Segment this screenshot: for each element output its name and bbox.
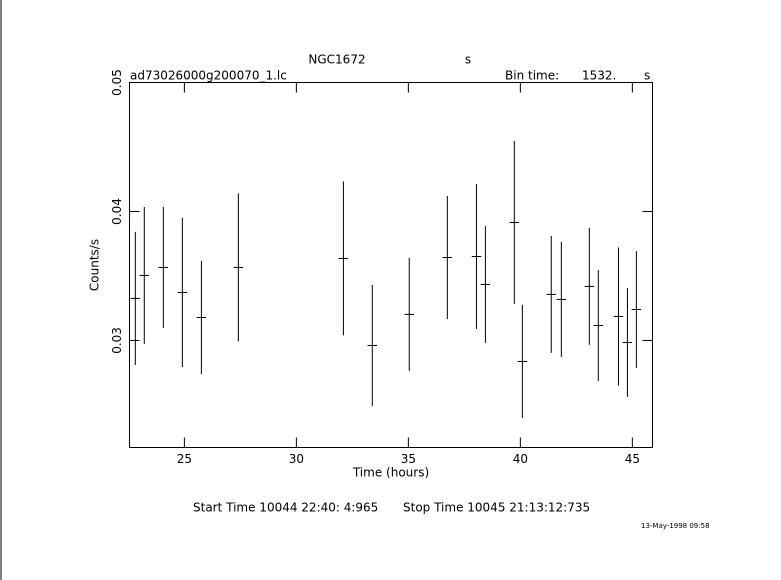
x-tick-label: 45 [625, 452, 640, 466]
bin-time-label: Bin time: [505, 69, 559, 83]
x-tick-label: 25 [177, 452, 192, 466]
x-axis-label: Time (hours) [352, 466, 429, 480]
title-unit: s [465, 53, 471, 67]
file-name: ad73026000g200070_1.lc [130, 69, 287, 83]
bin-time-unit: s [644, 69, 650, 83]
start-time: Start Time 10044 22:40: 4:965 [193, 501, 378, 515]
y-tick-label: 0.04 [110, 198, 124, 225]
bin-time: 1532. [582, 69, 616, 83]
x-tick-label: 30 [289, 452, 304, 466]
x-tick-label: 35 [401, 452, 416, 466]
y-tick-label: 0.03 [110, 327, 124, 354]
chart-title: NGC1672 [308, 53, 365, 67]
y-tick-label: 0.05 [110, 69, 124, 96]
timestamp: 13-May-1998 09:58 [641, 522, 710, 530]
x-tick-label: 40 [513, 452, 528, 466]
plot-frame [129, 82, 653, 448]
stop-time: Stop Time 10045 21:13:12:735 [403, 501, 590, 515]
y-axis-label: Counts/s [88, 239, 102, 291]
